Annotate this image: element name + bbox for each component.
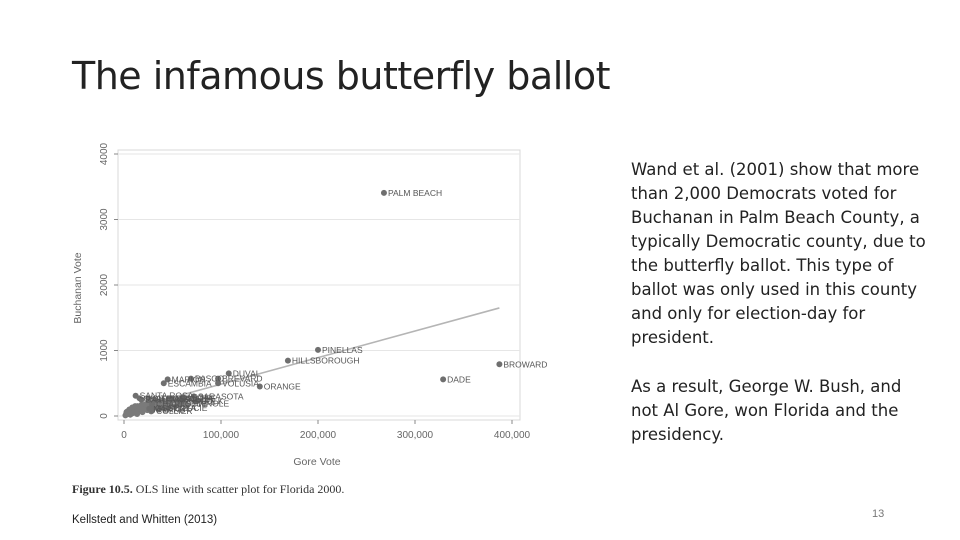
point-label: SARASOTA xyxy=(198,391,244,401)
x-tick-label: 200,000 xyxy=(300,430,337,441)
x-tick-label: 300,000 xyxy=(397,430,434,441)
ols-fit-line xyxy=(123,307,500,412)
point-label: OSCEOLA xyxy=(155,403,196,413)
county-point xyxy=(166,395,173,402)
scatter-chart: 0 1000 2000 3000 4000 0 100,000 200,000 300,000 4… xyxy=(62,140,562,485)
data-points xyxy=(122,189,503,419)
point-label: DADE xyxy=(447,374,471,384)
point-label: DUVAL xyxy=(233,368,261,378)
point-label: PALM BEACH xyxy=(388,188,442,198)
county-point xyxy=(225,370,232,377)
x-axis-label: Gore Vote xyxy=(293,456,340,468)
x-tick-label: 400,000 xyxy=(494,430,531,441)
ols-line xyxy=(123,307,500,412)
point-label: HILLSBOROUGH xyxy=(292,356,360,366)
county-point xyxy=(190,393,197,400)
county-point xyxy=(152,397,159,404)
x-tick-label: 0 xyxy=(121,430,127,441)
point-label: ORANGE xyxy=(264,382,301,392)
axes: 0 1000 2000 3000 4000 0 100,000 200,000 300,000 4… xyxy=(99,142,531,441)
figure-caption-text: OLS line with scatter plot for Florida 2… xyxy=(135,482,345,496)
point-label: MANATEE xyxy=(176,393,217,403)
point-label: VOLUSIA xyxy=(222,378,259,388)
county-point xyxy=(256,383,263,390)
slide-title: The infamous butterfly ballot xyxy=(72,54,610,98)
county-point xyxy=(146,405,153,412)
citation: Kellstedt and Whitten (2013) xyxy=(72,514,218,526)
county-point xyxy=(315,346,321,353)
county-point xyxy=(184,402,191,409)
point-label: ST. LUCIE xyxy=(168,403,208,413)
y-tick-label: 1000 xyxy=(99,339,110,362)
point-label: LEE xyxy=(200,397,216,407)
county-point xyxy=(180,394,187,401)
point-label: BREVARD xyxy=(222,374,262,384)
point-label: CHARLOTTE xyxy=(156,399,208,409)
county-point xyxy=(145,395,152,402)
county-point xyxy=(160,405,167,412)
paragraph-2: As a result, George W. Bush, and not Al … xyxy=(631,377,902,444)
point-label: POLK xyxy=(201,396,224,406)
county-point xyxy=(284,357,291,364)
county-point xyxy=(123,409,130,416)
point-label: PASCO xyxy=(195,374,225,384)
county-point xyxy=(440,376,447,383)
county-point xyxy=(136,395,143,402)
county-point xyxy=(155,406,162,413)
county-point xyxy=(178,400,185,407)
point-label: BAY xyxy=(145,395,162,405)
county-point xyxy=(215,375,222,382)
county-point xyxy=(160,380,167,387)
point-label: SANTA ROSA xyxy=(140,391,194,401)
county-point xyxy=(164,376,171,383)
county-point xyxy=(187,375,194,382)
point-label: ESCAMBIA xyxy=(168,378,212,388)
county-point xyxy=(496,361,503,368)
county-point xyxy=(380,189,387,196)
y-tick-label: 2000 xyxy=(99,273,110,296)
x-tick-label: 100,000 xyxy=(203,430,240,441)
figure-caption-label: Figure 10.5. xyxy=(72,482,133,496)
county-point xyxy=(215,380,222,387)
point-label: MARION xyxy=(172,374,206,384)
point-label: HERNANDO xyxy=(159,395,208,405)
point-label: CITRUS xyxy=(152,393,184,403)
chart-svg: 0 1000 2000 3000 4000 0 100,000 200,000 300,000 4… xyxy=(72,142,548,468)
page-number: 13 xyxy=(872,508,885,520)
y-tick-label: 0 xyxy=(99,413,110,419)
figure-caption: Figure 10.5. OLS line with scatter plot … xyxy=(72,482,344,497)
point-label: LEON xyxy=(187,393,210,403)
y-axis-label: Buchanan Vote xyxy=(72,252,84,323)
point-label: OKALOOSA xyxy=(144,393,192,403)
county-point xyxy=(193,397,200,404)
county-point xyxy=(134,411,141,418)
county-point xyxy=(132,403,139,410)
point-label: BROWARD xyxy=(503,359,547,369)
point-label: SEMINOLE xyxy=(185,399,229,409)
point-label: ALACHUA xyxy=(174,394,214,404)
y-tick-label: 3000 xyxy=(99,208,110,231)
paragraph-1: Wand et al. (2001) show that more than 2… xyxy=(631,160,926,347)
y-tick-label: 4000 xyxy=(99,142,110,165)
point-label: PINELLAS xyxy=(322,345,363,355)
point-label: LAKE xyxy=(163,404,185,414)
point-label: MARTIN xyxy=(153,404,185,414)
point-label: COLLIER xyxy=(156,406,192,416)
